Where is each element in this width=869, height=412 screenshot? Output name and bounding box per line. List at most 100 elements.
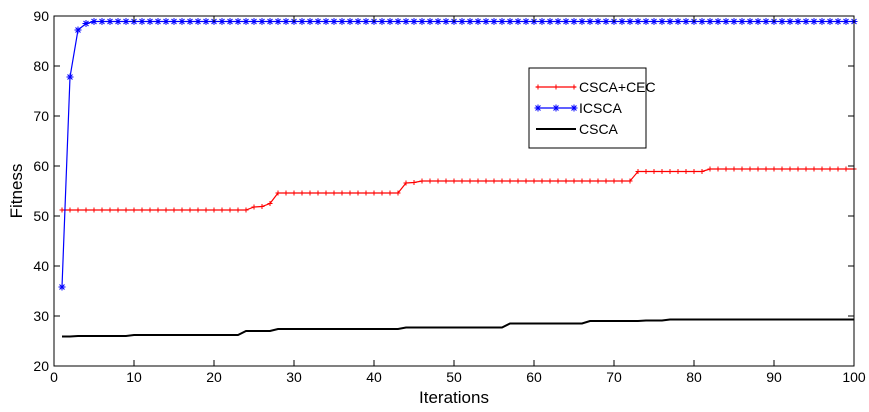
data-point: [435, 178, 441, 184]
data-point: [410, 18, 418, 25]
data-point: [242, 18, 250, 25]
data-point: [506, 18, 514, 25]
data-point: [426, 18, 434, 25]
marker-part: [619, 18, 625, 25]
x-axis-label: Iterations: [419, 388, 489, 407]
x-tick-label: 30: [286, 369, 302, 385]
data-point: [499, 178, 505, 184]
marker-part: [259, 18, 265, 25]
x-tick-label: 70: [606, 369, 622, 385]
data-point: [523, 178, 529, 184]
marker-part: [459, 18, 465, 25]
marker-part: [299, 18, 305, 25]
data-point: [739, 166, 745, 172]
data-point: [315, 190, 321, 196]
data-point: [491, 178, 497, 184]
series-line: [62, 318, 854, 338]
data-point: [602, 18, 610, 25]
marker-part: [379, 18, 385, 25]
data-point: [338, 18, 346, 25]
data-point: [395, 190, 401, 196]
data-point: [363, 190, 369, 196]
data-point: [347, 190, 353, 196]
x-tick-label: 0: [50, 369, 58, 385]
legend-label: ICSCA: [579, 100, 622, 116]
data-point: [722, 18, 730, 25]
data-point: [659, 169, 665, 174]
data-point: [99, 207, 105, 213]
data-point: [459, 178, 465, 184]
data-point: [731, 166, 737, 172]
marker-part: [235, 18, 241, 25]
data-point: [203, 207, 209, 213]
data-point: [298, 18, 306, 25]
data-point: [587, 178, 593, 184]
x-tick-label: 100: [842, 369, 866, 385]
data-point: [811, 166, 817, 172]
data-point: [427, 178, 433, 184]
data-point: [147, 207, 153, 213]
data-point: [266, 18, 274, 25]
marker-part: [595, 18, 601, 25]
marker-part: [523, 18, 529, 25]
data-point: [362, 18, 370, 25]
data-point: [291, 190, 297, 196]
marker-part: [563, 18, 569, 25]
data-point: [442, 18, 450, 25]
y-tick-label: 40: [33, 258, 49, 274]
marker-part: [243, 18, 249, 25]
data-point: [650, 18, 658, 25]
marker-part: [163, 18, 169, 25]
legend-marker: [552, 104, 560, 112]
data-point: [843, 166, 849, 172]
data-point: [579, 178, 585, 184]
data-point: [306, 18, 314, 25]
data-point: [202, 18, 210, 25]
data-point: [683, 169, 689, 174]
data-point: [627, 178, 633, 184]
data-point: [571, 178, 577, 184]
data-point: [483, 178, 489, 184]
y-tick-label: 50: [33, 208, 49, 224]
data-point: [835, 166, 841, 172]
data-point: [131, 207, 137, 213]
data-point: [818, 18, 826, 25]
x-tick-label: 40: [366, 369, 382, 385]
data-point: [803, 166, 809, 172]
data-point: [786, 18, 794, 25]
data-point: [538, 18, 546, 25]
marker-part: [195, 18, 201, 25]
data-point: [795, 166, 801, 172]
data-point: [107, 207, 113, 213]
marker-part: [347, 18, 353, 25]
data-point: [475, 178, 481, 184]
data-point: [170, 18, 178, 25]
marker-part: [75, 27, 81, 33]
data-point: [826, 18, 834, 25]
data-point: [563, 178, 569, 184]
data-point: [451, 178, 457, 184]
marker-part: [547, 18, 553, 25]
data-point: [371, 190, 377, 196]
data-point: [186, 18, 194, 25]
data-point: [218, 18, 226, 25]
marker-part: [699, 18, 705, 25]
marker-part: [553, 105, 559, 111]
marker-part: [427, 18, 433, 25]
marker-part: [331, 18, 337, 25]
marker-part: [435, 18, 441, 25]
y-tick-label: 70: [33, 108, 49, 124]
marker-part: [155, 18, 161, 25]
marker-part: [747, 18, 753, 25]
data-point: [458, 18, 466, 25]
data-point: [114, 18, 122, 25]
data-point: [379, 190, 385, 196]
data-point: [443, 178, 449, 184]
data-point: [98, 18, 106, 25]
marker-part: [491, 18, 497, 25]
x-tick-label: 20: [206, 369, 222, 385]
data-point: [794, 18, 802, 25]
y-tick-label: 90: [33, 8, 49, 24]
marker-part: [683, 18, 689, 25]
